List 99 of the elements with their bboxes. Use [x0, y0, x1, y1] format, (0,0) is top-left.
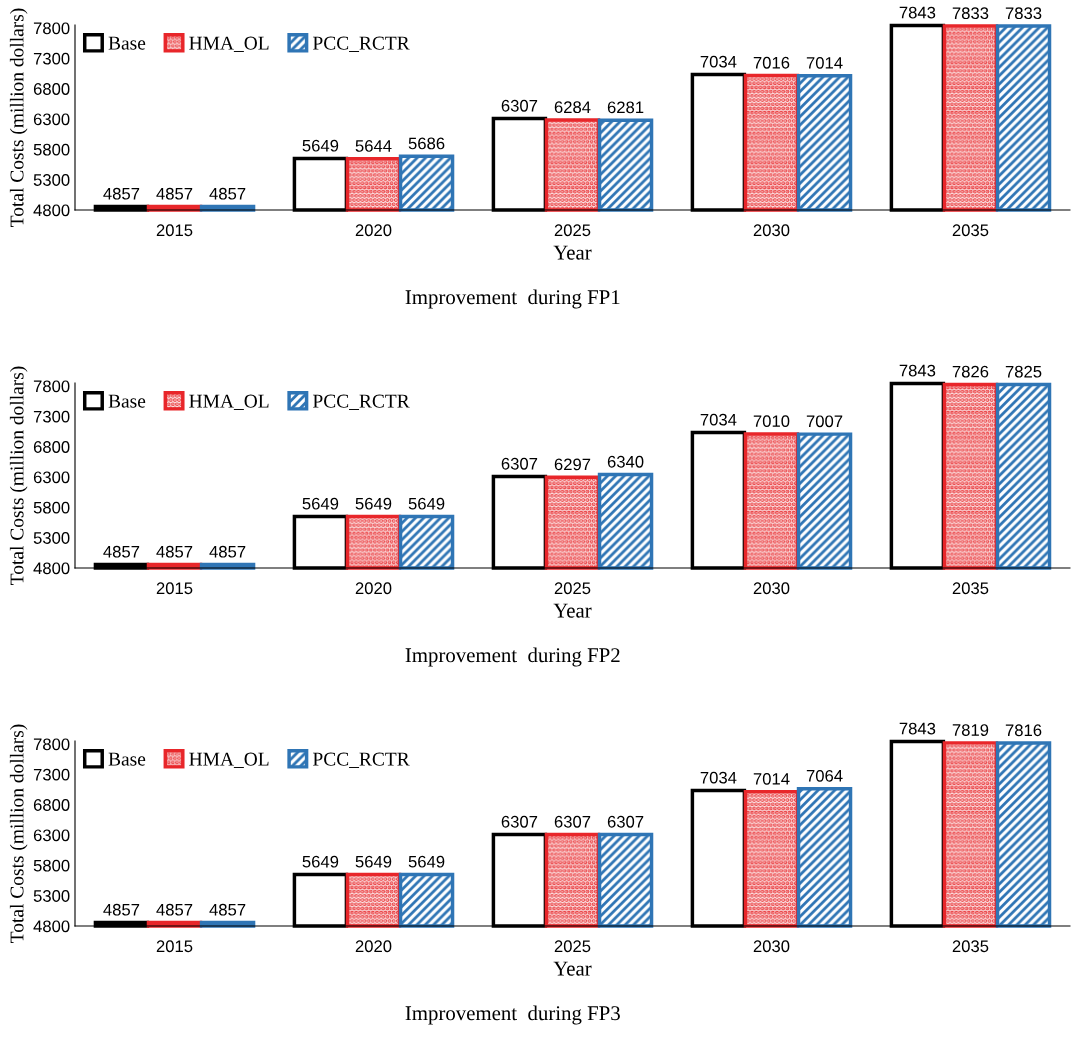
data-label: 7010 [753, 415, 790, 428]
data-label: 6307 [554, 815, 591, 828]
data-label: 6340 [607, 455, 644, 468]
legend-label: Base [108, 36, 146, 50]
x-tick-label: 2020 [355, 224, 392, 237]
data-label: 7014 [806, 56, 843, 69]
data-label: 5649 [355, 497, 392, 510]
data-label: 5649 [302, 139, 339, 152]
x-tick-label: 2030 [753, 224, 790, 237]
y-tick-label: 7800 [33, 22, 70, 35]
text: Improvement during FP1 [405, 289, 620, 309]
data-label: 7816 [1005, 724, 1042, 737]
legend-label: PCC_RCTR [312, 36, 410, 53]
data-label: 7034 [700, 413, 737, 426]
data-label: 7064 [806, 769, 843, 782]
data-label: 7843 [899, 6, 936, 19]
y-tick-label: 7300 [33, 52, 70, 65]
y-axis-title: Total Costs (million dollars) [9, 724, 28, 943]
y-axis-title: Total Costs (million dollars) [9, 366, 28, 585]
data-label: 7833 [952, 7, 989, 20]
data-label: 4857 [103, 545, 140, 558]
y-tick-label: 7800 [33, 380, 70, 393]
y-axis-title: Total Costs (million dollars) [9, 8, 28, 227]
data-label: 7034 [700, 771, 737, 784]
data-label: 5649 [302, 497, 339, 510]
data-label: 6307 [501, 99, 538, 112]
data-label: 5649 [408, 855, 445, 868]
x-axis-title: Year [553, 245, 592, 260]
data-label: 7843 [899, 364, 936, 377]
data-label: 4857 [103, 903, 140, 916]
y-tick-label: 4800 [33, 920, 70, 933]
text: Improvement during FP2 [405, 647, 620, 667]
y-tick-label: 6800 [33, 441, 70, 453]
x-axis-title: Year [553, 961, 592, 976]
y-tick-label: 4800 [33, 204, 70, 217]
x-tick-label: 2025 [554, 940, 591, 953]
y-tick-label: 5800 [33, 143, 70, 156]
data-label: 4857 [209, 545, 246, 558]
data-label: 5649 [302, 855, 339, 868]
data-label: 4857 [103, 187, 140, 200]
x-tick-label: 2025 [554, 224, 591, 237]
data-label: 5644 [355, 140, 392, 152]
data-label: 5686 [408, 137, 445, 150]
data-label: 6307 [501, 815, 538, 828]
x-tick-label: 2015 [156, 940, 193, 953]
text: Improvement during FP3 [405, 1005, 620, 1025]
y-tick-label: 6300 [33, 113, 70, 126]
y-tick-label: 5800 [33, 859, 70, 872]
x-tick-label: 2030 [753, 940, 790, 953]
data-label: 4857 [209, 903, 246, 916]
y-tick-label: 5300 [33, 174, 70, 186]
y-tick-label: 7300 [33, 410, 70, 423]
x-tick-label: 2020 [355, 582, 392, 595]
legend-label: PCC_RCTR [312, 394, 410, 411]
legend-label: HMA_OL [189, 394, 269, 411]
data-label: 7034 [700, 55, 737, 68]
data-label: 7014 [753, 772, 790, 785]
x-tick-label: 2035 [952, 582, 989, 595]
data-label: 7016 [753, 56, 790, 69]
x-tick-label: 2020 [355, 940, 392, 953]
y-tick-label: 6800 [33, 799, 70, 811]
y-tick-label: 4800 [33, 562, 70, 575]
data-label: 6307 [501, 457, 538, 470]
y-tick-label: 5300 [33, 890, 70, 902]
data-label: 4857 [156, 187, 193, 200]
data-label: 5649 [355, 855, 392, 868]
x-tick-label: 2035 [952, 940, 989, 953]
legend-label: PCC_RCTR [312, 752, 410, 769]
data-label: 6281 [607, 101, 644, 114]
y-tick-label: 7300 [33, 768, 70, 781]
legend-label: Base [108, 394, 146, 408]
y-tick-label: 5800 [33, 501, 70, 514]
data-label: 4857 [209, 187, 246, 200]
legend-label: Base [108, 752, 146, 766]
data-label: 7826 [952, 365, 989, 378]
legend-label: HMA_OL [189, 752, 269, 769]
y-tick-label: 6300 [33, 829, 70, 842]
y-tick-label: 6300 [33, 471, 70, 484]
x-axis-title: Year [553, 603, 592, 618]
data-label: 7833 [1005, 7, 1042, 20]
y-tick-label: 6800 [33, 83, 70, 95]
y-tick-label: 5300 [33, 532, 70, 544]
y-tick-label: 7800 [33, 738, 70, 751]
data-label: 7819 [952, 724, 989, 736]
x-tick-label: 2025 [554, 582, 591, 595]
data-label: 4857 [156, 545, 193, 558]
data-label: 6307 [607, 815, 644, 828]
data-label: 6284 [554, 101, 591, 114]
legend-label: HMA_OL [189, 36, 269, 53]
data-label: 7843 [899, 722, 936, 735]
x-tick-label: 2015 [156, 224, 193, 237]
data-label: 7007 [806, 415, 843, 428]
data-label: 5649 [408, 497, 445, 510]
data-label: 7825 [1005, 365, 1042, 378]
x-tick-label: 2015 [156, 582, 193, 595]
data-label: 4857 [156, 903, 193, 916]
data-label: 6297 [554, 458, 591, 471]
x-tick-label: 2035 [952, 224, 989, 237]
x-tick-label: 2030 [753, 582, 790, 595]
